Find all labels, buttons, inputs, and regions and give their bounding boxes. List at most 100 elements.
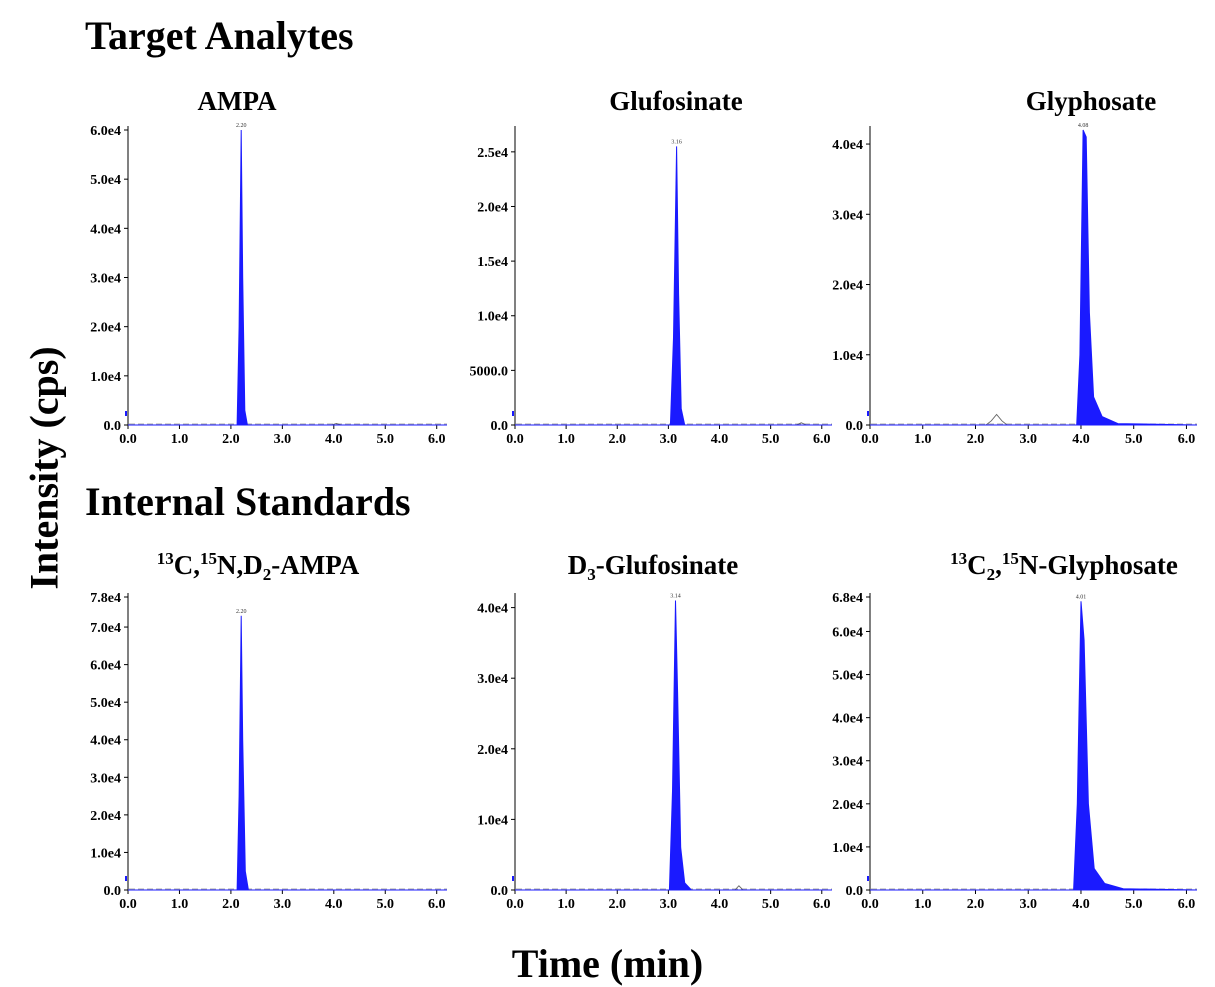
chart-panel-1: AMPA 0.0 1.0e4 2.0e4 3.0e4 4.0e4 5.0e4 6.0e4 0.0… (90, 86, 447, 447)
x-tick-label: 3.0 (660, 897, 678, 912)
y-tick-label: 6.0e4 (90, 124, 121, 139)
x-axis-label: Time (min) (511, 941, 704, 986)
y-tick-label: 7.8e4 (90, 591, 121, 606)
x-tick-label: 1.0 (914, 897, 932, 912)
peak-apex-label: 4.08 (1078, 123, 1089, 129)
peak-apex-label: 4.01 (1076, 594, 1087, 600)
y-tick-label: 2.0e4 (477, 200, 508, 215)
axis-marker (867, 411, 869, 416)
x-tick-label: 3.0 (274, 432, 292, 447)
x-tick-label: 2.0 (222, 897, 240, 912)
x-tick-label: 2.0 (609, 432, 627, 447)
section-title-internal-standards: Internal Standards (85, 479, 411, 524)
y-tick-label: 3.0e4 (832, 208, 863, 223)
y-tick-label: 4.0e4 (90, 734, 121, 749)
y-tick-label: 2.0e4 (477, 743, 508, 758)
y-tick-label: 3.0e4 (477, 672, 508, 687)
x-tick-label: 6.0 (1178, 432, 1196, 447)
x-tick-label: 1.0 (557, 432, 575, 447)
y-tick-label: 2.0e4 (832, 279, 863, 294)
x-tick-label: 6.0 (813, 897, 831, 912)
section-title-target-analytes: Target Analytes (85, 13, 354, 58)
chart-title: Glufosinate (609, 86, 743, 116)
chart-title: Glyphosate (1026, 86, 1157, 116)
y-tick-label: 0.0 (491, 884, 509, 899)
axis-marker (512, 876, 514, 881)
y-tick-label: 0.0 (104, 884, 122, 899)
x-tick-label: 1.0 (171, 897, 189, 912)
y-tick-label: 5000.0 (470, 364, 509, 379)
x-tick-label: 0.0 (861, 432, 879, 447)
y-tick-label: 0.0 (491, 419, 509, 434)
y-tick-label: 1.0e4 (477, 310, 508, 325)
x-tick-label: 4.0 (1072, 432, 1090, 447)
x-tick-label: 6.0 (1178, 897, 1196, 912)
y-tick-label: 2.0e4 (832, 798, 863, 813)
x-tick-label: 4.0 (325, 432, 343, 447)
chart-panel-6: 13C2,15N-Glyphosate 0.0 1.0e4 2.0e4 3.0e4 4.0… (832, 549, 1198, 912)
axis-marker (867, 876, 869, 881)
y-tick-label: 0.0 (846, 419, 864, 434)
y-tick-label: 6.0e4 (90, 659, 121, 674)
x-tick-label: 2.0 (222, 432, 240, 447)
chart-panel-5: D3-Glufosinate 0.0 1.0e4 2.0e4 3.0e4 4.0e4 0.0… (477, 550, 832, 912)
chart-title: 13C2,15N-Glyphosate (950, 549, 1178, 584)
x-tick-label: 0.0 (506, 432, 524, 447)
x-tick-label: 4.0 (1072, 897, 1090, 912)
axis-marker (125, 876, 127, 881)
x-tick-label: 6.0 (428, 432, 446, 447)
x-tick-label: 5.0 (1125, 897, 1143, 912)
x-tick-label: 4.0 (711, 432, 729, 447)
y-tick-label: 1.0e4 (90, 370, 121, 385)
chromatogram-peak (515, 146, 832, 426)
y-tick-label: 6.0e4 (832, 625, 863, 640)
y-tick-label: 4.0e4 (832, 138, 863, 153)
x-tick-label: 6.0 (813, 432, 831, 447)
x-tick-label: 5.0 (377, 432, 395, 447)
x-tick-label: 4.0 (325, 897, 343, 912)
x-tick-label: 1.0 (914, 432, 932, 447)
x-tick-label: 0.0 (119, 432, 137, 447)
peak-apex-label: 3.14 (670, 594, 681, 600)
y-tick-label: 2.0e4 (90, 321, 121, 336)
chart-panel-4: 13C,15N,D2-AMPA 0.0 1.0e4 2.0e4 3.0e4 4.0e4 5.… (90, 549, 447, 912)
y-tick-label: 0.0 (104, 419, 122, 434)
x-tick-label: 0.0 (119, 897, 137, 912)
x-tick-label: 5.0 (377, 897, 395, 912)
y-tick-label: 1.0e4 (90, 846, 121, 861)
x-tick-label: 1.0 (171, 432, 189, 447)
chart-title: AMPA (198, 86, 277, 116)
chart-panel-2: Glufosinate 0.0 5000.0 1.0e4 1.5e4 2.0e4 2.5e4… (470, 86, 832, 447)
x-tick-label: 5.0 (1125, 432, 1143, 447)
chromatogram-peak (128, 615, 447, 891)
x-tick-label: 2.0 (967, 432, 985, 447)
y-tick-label: 4.0e4 (477, 602, 508, 617)
x-tick-label: 3.0 (1019, 432, 1037, 447)
x-tick-label: 3.0 (274, 897, 292, 912)
y-tick-label: 4.0e4 (90, 222, 121, 237)
y-tick-label: 5.0e4 (90, 173, 121, 188)
axis-marker (125, 411, 127, 416)
y-tick-label: 0.0 (846, 884, 864, 899)
y-tick-label: 1.0e4 (477, 813, 508, 828)
y-tick-label: 4.0e4 (832, 712, 863, 727)
minor-peak (734, 885, 744, 891)
peak-apex-label: 2.20 (236, 609, 247, 615)
x-tick-label: 5.0 (762, 432, 780, 447)
y-tick-label: 3.0e4 (90, 771, 121, 786)
x-tick-label: 3.0 (660, 432, 678, 447)
x-tick-label: 3.0 (1019, 897, 1037, 912)
chart-title: 13C,15N,D2-AMPA (157, 549, 360, 584)
y-tick-label: 6.8e4 (832, 591, 863, 606)
chart-panel-3: Glyphosate 0.0 1.0e4 2.0e4 3.0e4 4.0e4 0.0 1.0 2… (832, 86, 1198, 447)
axis-marker (512, 411, 514, 416)
y-tick-label: 1.0e4 (832, 841, 863, 856)
y-tick-label: 2.0e4 (90, 809, 121, 824)
y-tick-label: 1.5e4 (477, 255, 508, 270)
minor-peak (985, 413, 1008, 426)
y-tick-label: 3.0e4 (90, 272, 121, 287)
y-tick-label: 5.0e4 (90, 696, 121, 711)
x-tick-label: 6.0 (428, 897, 446, 912)
y-tick-label: 7.0e4 (90, 621, 121, 636)
